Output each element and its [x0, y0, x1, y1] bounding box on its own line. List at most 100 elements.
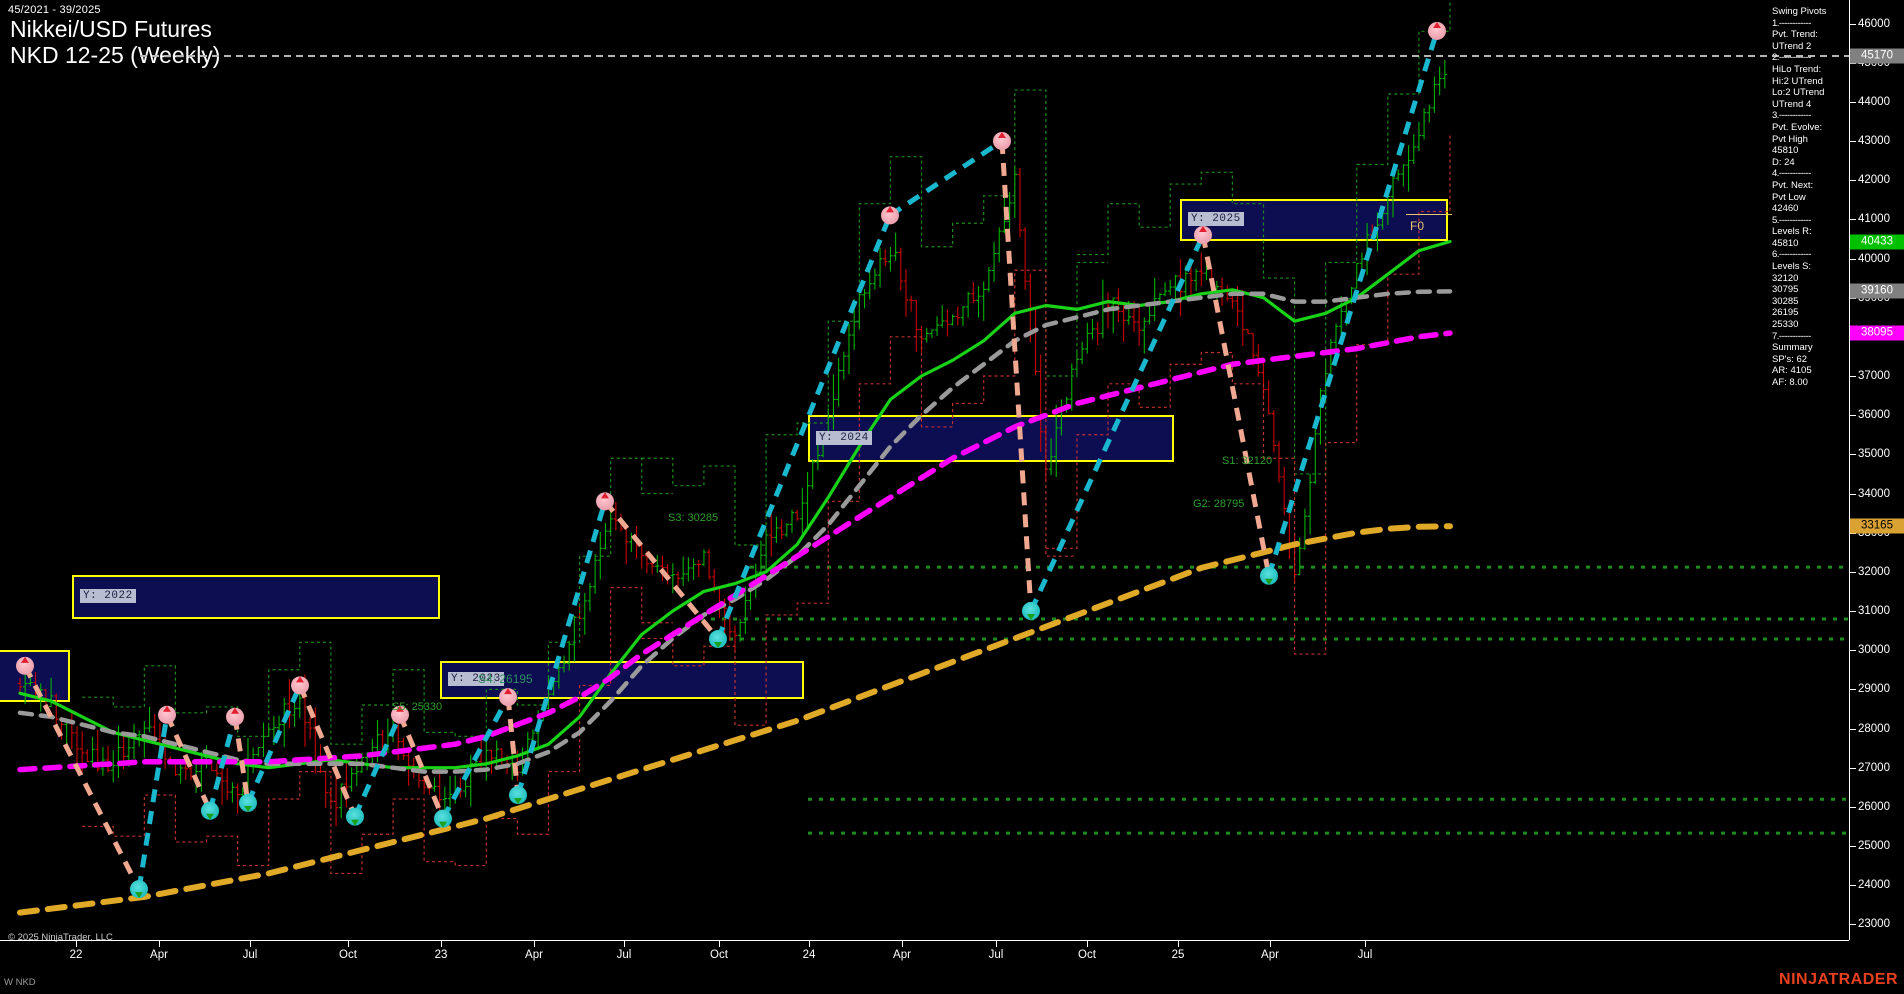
time-tick — [441, 941, 442, 947]
info-sep-6: 6.------------ — [1772, 249, 1811, 261]
trend-marker-arrow — [1850, 234, 1860, 249]
price-tick — [1850, 924, 1856, 926]
year-zone-2023-label: Y: 2023 — [448, 672, 504, 686]
info-summary-ar: AR: 4105 — [1772, 365, 1812, 377]
time-tick — [719, 941, 720, 947]
time-tick — [1178, 941, 1179, 947]
trend-marker[interactable]: 40433 — [1850, 234, 1904, 250]
price-tick-label: 43000 — [1858, 135, 1890, 147]
info-pvt-next-label: Pvt. Next: — [1772, 179, 1814, 191]
info-levels-s-label: Levels S: — [1772, 261, 1812, 273]
ma-marker-arrow — [1850, 283, 1860, 298]
time-tick — [159, 941, 160, 947]
info-pvt-trend-value: UTrend 2 — [1772, 40, 1812, 52]
fib-f0-line — [1406, 214, 1452, 215]
info-pvt-trend-label: Pvt. Trend: — [1772, 29, 1818, 41]
high-marker[interactable]: 45170 — [1850, 48, 1904, 64]
long-ma-marker[interactable]: 33165 — [1850, 518, 1904, 534]
support-level-lines — [700, 565, 1849, 835]
copyright-text: © 2025 NinjaTrader, LLC — [8, 932, 113, 943]
price-tick-label: 26000 — [1858, 800, 1890, 813]
time-tick-label: Oct — [1078, 949, 1096, 961]
info-levels-s-2: 30795 — [1772, 284, 1799, 296]
info-pvt-evolve-value: 45810 — [1772, 145, 1799, 157]
price-tick-label: 24000 — [1858, 879, 1890, 892]
time-tick-label: 25 — [1171, 949, 1185, 961]
price-tick-label: 46000 — [1858, 17, 1890, 30]
price-tick — [1850, 846, 1856, 847]
candlestick-series — [17, 59, 1448, 827]
year-zone-2024-label: Y: 2024 — [816, 430, 872, 445]
level-g2: G2: 28795 — [1193, 498, 1245, 510]
info-pvt-next-value: 42460 — [1772, 203, 1799, 215]
time-tick-label: Oct — [710, 949, 728, 961]
price-tick — [1850, 571, 1856, 573]
info-summary-sps: SP's: 62 — [1772, 353, 1808, 365]
level-s4: S4: 26195 — [478, 672, 533, 686]
time-tick — [902, 941, 903, 947]
instrument-name: Nikkei/USD Futures — [10, 16, 212, 42]
info-hilo-utrend: UTrend 4 — [1772, 98, 1812, 110]
long-ma-marker-arrow — [1850, 518, 1860, 533]
last-marker-arrow — [1850, 325, 1860, 340]
time-tick-label: Jul — [1357, 949, 1373, 961]
moving-average-series — [17, 239, 1453, 916]
price-tick-label: 29000 — [1858, 683, 1890, 696]
last-marker[interactable]: 38095 — [1850, 325, 1904, 341]
plot-area[interactable]: Y: 2022 Y: 2023 Y: 2024 Y: 2025 S3: 30285 G2… — [0, 0, 1849, 940]
price-axis[interactable]: 4600045000440004300042000410004000039000… — [1850, 0, 1904, 940]
info-levels-s-3: 30285 — [1772, 295, 1799, 307]
price-tick-label: 30000 — [1858, 644, 1890, 657]
info-pvt-evolve-d: D: 24 — [1772, 156, 1795, 168]
time-axis[interactable]: 22 Apr Jul Oct 23 Apr Jul Oct 24 Apr Jul Oct 25 Apr Ju… — [0, 941, 1849, 975]
price-tick-label: 23000 — [1858, 918, 1890, 931]
info-levels-s-4: 26195 — [1772, 307, 1799, 319]
level-s5: S5: 25330 — [392, 701, 443, 713]
info-sep-1: 1.------------ — [1772, 17, 1811, 29]
ninjatrader-logo: NINJATRADER — [1779, 971, 1898, 988]
price-tick-label: 36000 — [1858, 409, 1890, 422]
price-tick-label: 41000 — [1858, 213, 1890, 226]
time-tick-label: Jul — [616, 949, 632, 961]
level-s1: S1: 32120 — [1222, 455, 1273, 467]
info-summary-label: Summary — [1772, 342, 1813, 354]
price-tick — [1850, 376, 1856, 377]
price-tick-label: 44000 — [1858, 95, 1890, 108]
swing-leg-series — [22, 30, 1440, 891]
price-tick — [1850, 493, 1856, 495]
high-marker-arrow — [1850, 48, 1860, 63]
time-tick-label: Jul — [242, 949, 258, 961]
info-pvt-evolve-type: Pvt High — [1772, 133, 1808, 145]
price-tick — [1850, 101, 1856, 103]
info-levels-s-1: 32120 — [1772, 272, 1799, 284]
time-tick-label: Apr — [150, 949, 168, 961]
info-sep-7: 7.------------ — [1772, 330, 1811, 342]
price-tick-label: 28000 — [1858, 722, 1890, 735]
pivot-marker-series — [16, 21, 1446, 899]
contract-name: NKD 12-25 (Weekly) — [10, 41, 221, 68]
info-sep-4: 4.------------ — [1772, 168, 1811, 180]
ma-marker[interactable]: 39160 — [1850, 283, 1904, 299]
price-tick-label: 34000 — [1858, 487, 1890, 500]
info-hilo-hi: Hi:2 UTrend — [1772, 75, 1823, 87]
price-tick-label: 35000 — [1858, 448, 1890, 461]
time-tick-label: Jul — [988, 949, 1004, 961]
price-tick-label: 31000 — [1858, 605, 1890, 617]
level-s3: S3: 30285 — [668, 512, 719, 524]
price-tick — [1850, 454, 1856, 456]
time-tick-label: Oct — [339, 949, 357, 961]
chart-title-block: Nikkei/USD Futures NKD 12-25 (Weekly) — [10, 16, 221, 69]
time-tick — [1270, 941, 1271, 947]
price-tick-label: 27000 — [1858, 761, 1890, 774]
time-tick — [76, 941, 77, 947]
time-axis-line — [0, 940, 1849, 941]
info-hilo-trend-label: HiLo Trend: — [1772, 63, 1822, 75]
price-tick-label: 25000 — [1858, 840, 1890, 852]
info-summary-af: AF: 8.00 — [1772, 377, 1808, 388]
price-graphics-layer — [16, 0, 1849, 916]
price-tick-label: 42000 — [1858, 174, 1890, 187]
price-tick — [1850, 689, 1856, 691]
time-tick-label: 24 — [802, 949, 816, 961]
time-tick-label: Apr — [893, 949, 911, 961]
